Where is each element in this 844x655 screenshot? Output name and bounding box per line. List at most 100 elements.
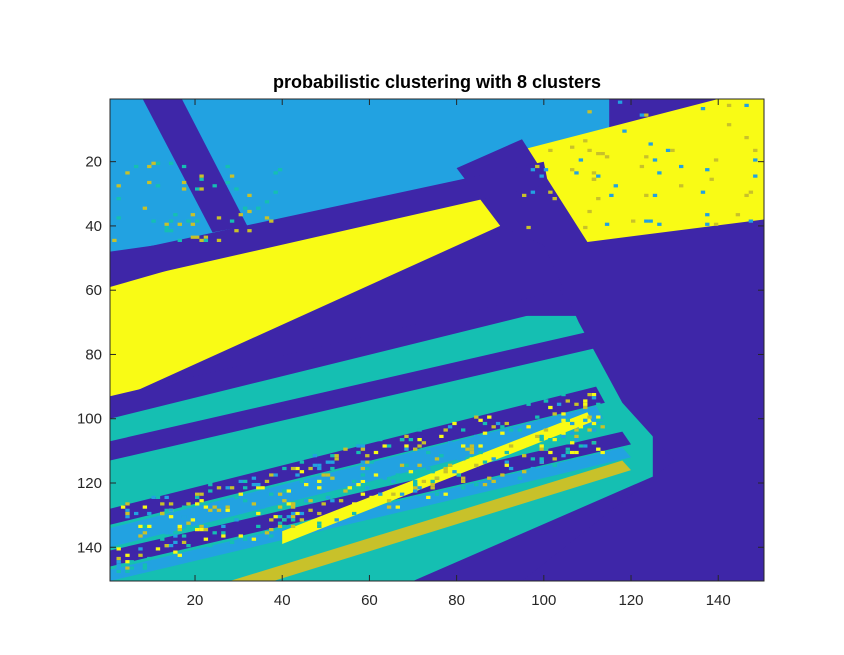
speckle-cell (443, 466, 448, 471)
speckle-cell (225, 180, 230, 185)
speckle-cell (116, 556, 121, 561)
speckle-cell (120, 563, 126, 567)
speckle-cell (199, 524, 204, 529)
speckle-cell (652, 193, 658, 198)
speckle-cell (679, 184, 684, 188)
speckle-cell (744, 103, 749, 108)
speckle-cell (644, 155, 649, 159)
speckle-cell (317, 521, 322, 525)
speckle-cell (199, 187, 204, 191)
speckle-cell (277, 515, 283, 519)
speckle-cell (478, 418, 483, 422)
speckle-cell (378, 438, 383, 442)
speckle-cell (208, 550, 213, 554)
speckle-cell (147, 556, 152, 561)
speckle-cell (116, 569, 121, 574)
speckle-cell (552, 412, 557, 416)
speckle-cell (304, 483, 309, 487)
speckle-cell (378, 492, 383, 496)
speckle-cell (652, 158, 658, 162)
speckle-cell (399, 463, 405, 467)
speckle-cell (413, 495, 418, 500)
speckle-cell (229, 540, 235, 545)
region-dark-road-lower-2 (110, 332, 597, 461)
speckle-cell (535, 103, 540, 108)
speckle-cell (535, 415, 540, 419)
speckle-cell (208, 489, 213, 493)
speckle-cell (290, 505, 296, 509)
speckle-cell (443, 492, 448, 496)
speckle-cell (330, 499, 335, 503)
speckle-cell (116, 184, 121, 188)
speckle-cell (120, 505, 126, 509)
heatmap-speckles (112, 100, 758, 574)
speckle-cell (360, 473, 366, 477)
speckle-cell (308, 499, 313, 503)
speckle-cell (421, 479, 427, 484)
speckle-cell (299, 518, 305, 522)
speckle-cell (181, 180, 187, 185)
speckle-cell (452, 421, 457, 426)
speckle-cell (539, 434, 544, 439)
speckle-cell (530, 428, 536, 432)
speckle-cell (151, 495, 156, 500)
speckle-cell (199, 238, 204, 243)
speckle-cell (452, 470, 457, 474)
speckle-cell (290, 518, 296, 522)
speckle-cell (517, 476, 523, 480)
speckle-cell (508, 428, 514, 432)
speckle-cell (177, 222, 182, 226)
speckle-cell (461, 479, 466, 484)
x-tick-label: 20 (187, 592, 204, 609)
speckle-cell (238, 534, 243, 538)
speckle-cell (596, 447, 601, 451)
y-tick-label: 60 (85, 282, 102, 299)
speckle-cell (360, 479, 366, 484)
speckle-cell (504, 421, 509, 426)
speckle-cell (352, 479, 357, 484)
speckle-cell (530, 457, 536, 461)
speckle-cell (199, 174, 204, 178)
speckle-cell (221, 531, 226, 535)
speckle-cell (404, 434, 409, 439)
speckle-cell (286, 502, 291, 506)
speckle-cell (574, 402, 579, 406)
speckle-cell (600, 425, 605, 429)
speckle-cell (753, 174, 758, 178)
speckle-cell (478, 460, 483, 464)
speckle-cell (570, 441, 575, 445)
speckle-cell (600, 152, 605, 156)
speckle-cell (334, 454, 339, 458)
speckle-cell (705, 222, 710, 226)
speckle-cell (360, 492, 366, 496)
speckle-cell (552, 463, 557, 467)
speckle-cell (151, 161, 156, 165)
x-tick-label: 140 (706, 592, 731, 609)
speckle-cell (234, 187, 239, 191)
speckle-cell (539, 444, 544, 448)
speckle-cell (539, 460, 544, 464)
speckle-cell (356, 483, 361, 487)
speckle-cell (321, 502, 326, 506)
speckle-cell (596, 197, 601, 201)
speckle-cell (181, 164, 187, 169)
speckle-cell (565, 450, 570, 455)
speckle-cell (360, 460, 366, 464)
speckle-cell (369, 460, 374, 464)
speckle-cell (530, 168, 536, 172)
speckle-cell (290, 524, 296, 529)
speckle-cell (125, 508, 130, 512)
speckle-cell (243, 499, 248, 503)
x-tick-label: 60 (361, 592, 378, 609)
speckle-cell (312, 463, 318, 467)
speckle-cell (116, 216, 121, 220)
speckle-cell (474, 415, 479, 419)
speckle-cell (299, 460, 305, 464)
speckle-cell (513, 434, 518, 439)
speckle-cell (260, 502, 265, 506)
speckle-cell (644, 219, 649, 223)
speckle-cell (212, 531, 217, 535)
speckle-cell (147, 180, 152, 185)
speckle-cell (225, 505, 230, 509)
speckle-cell (565, 418, 570, 422)
